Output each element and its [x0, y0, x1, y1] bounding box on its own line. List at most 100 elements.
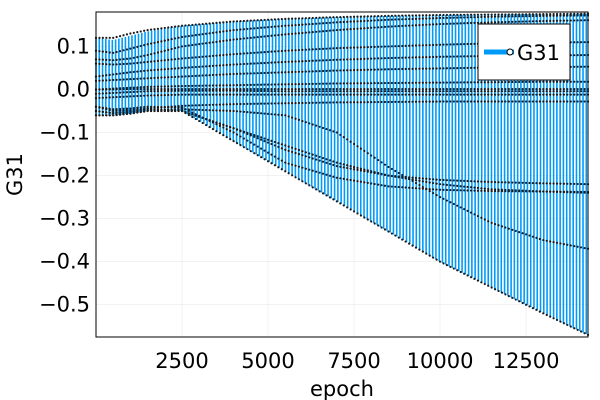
trace-point [463, 22, 466, 25]
trace-point [180, 87, 184, 91]
trace-point [153, 76, 156, 80]
trace-point [263, 149, 266, 152]
trace-point [514, 80, 517, 84]
trace-point [184, 87, 187, 91]
trace-point [294, 164, 297, 167]
trace-point [246, 89, 249, 92]
trace-point [304, 48, 307, 51]
trace-point [476, 13, 480, 16]
trace-point [222, 87, 225, 91]
trace-point [163, 89, 166, 93]
trace-point [304, 155, 307, 158]
trace-point [287, 172, 290, 175]
trace-point [500, 225, 504, 228]
trace-point [366, 15, 369, 18]
trace-point [342, 46, 345, 50]
trace-point [569, 19, 572, 22]
trace-point [528, 20, 531, 23]
trace-point [363, 19, 366, 23]
trace-point [136, 31, 139, 34]
trace-point [136, 56, 139, 59]
trace-point [291, 174, 294, 177]
trace-point [187, 75, 190, 78]
trace-point [473, 90, 476, 93]
trace-point [359, 214, 363, 217]
trace-point [184, 111, 187, 115]
trace-point [442, 67, 445, 70]
trace-point [167, 89, 170, 93]
trace-point [194, 104, 197, 107]
trace-point [339, 162, 342, 165]
trace-point [466, 100, 469, 103]
trace-point [383, 228, 387, 231]
trace-point [511, 100, 514, 103]
trace-point [253, 51, 256, 54]
trace-point [370, 90, 373, 93]
y-tick-label: −0.1 [39, 121, 90, 145]
trace-point [263, 61, 266, 65]
trace-point [518, 87, 521, 91]
trace-point [490, 100, 493, 103]
trace-point [218, 132, 221, 135]
trace-point [315, 90, 318, 93]
trace-point [153, 28, 156, 31]
trace-point [370, 82, 373, 85]
trace-point [198, 55, 201, 59]
trace-point [349, 58, 352, 61]
trace-point [170, 75, 173, 79]
trace-point [211, 22, 215, 25]
trace-point [149, 105, 153, 108]
trace-point [432, 178, 435, 181]
trace-point [487, 284, 490, 287]
trace-point [187, 93, 190, 96]
trace-point [555, 318, 559, 322]
trace-point [363, 87, 366, 91]
trace-point [229, 89, 232, 92]
trace-point [328, 87, 332, 91]
trace-point [118, 35, 122, 38]
trace-point [514, 15, 517, 18]
trace-point [552, 80, 555, 83]
trace-point [442, 178, 445, 182]
trace-point [349, 87, 352, 91]
trace-point [256, 87, 259, 91]
trace-point [235, 128, 239, 131]
trace-point [263, 93, 266, 96]
trace-point [524, 20, 528, 23]
trace-point [549, 315, 552, 318]
trace-point [569, 100, 572, 103]
trace-point [149, 90, 153, 93]
trace-point [328, 101, 332, 104]
trace-point [180, 45, 184, 48]
trace-point [445, 188, 449, 192]
trace-point [583, 53, 586, 57]
trace-point [122, 58, 125, 61]
trace-point [463, 90, 466, 93]
trace-point [421, 81, 424, 84]
trace-point [445, 22, 449, 25]
trace-point [545, 80, 548, 83]
trace-point [215, 54, 218, 57]
trace-point [373, 222, 376, 225]
trace-point [225, 20, 228, 24]
trace-point [500, 13, 504, 16]
trace-point [538, 100, 541, 103]
trace-point [280, 168, 283, 171]
trace-point [180, 57, 184, 60]
trace-point [318, 93, 321, 96]
trace-point [180, 84, 184, 88]
trace-point [339, 93, 342, 96]
trace-point [177, 75, 180, 78]
trace-point [490, 189, 493, 193]
trace-point [321, 101, 325, 104]
trace-point [380, 14, 383, 18]
trace-point [562, 93, 566, 96]
trace-point [294, 60, 297, 63]
trace-point [136, 61, 139, 65]
trace-point [163, 49, 166, 52]
trace-point [184, 84, 187, 88]
trace-point [459, 55, 462, 58]
trace-point [373, 57, 376, 60]
trace-point [266, 83, 270, 86]
trace-point [562, 90, 566, 93]
